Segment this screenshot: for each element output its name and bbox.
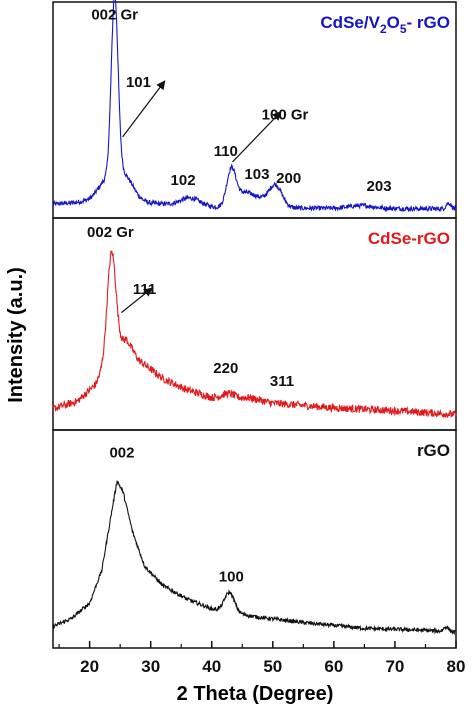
x-tick-label: 80 <box>447 657 466 676</box>
annotation-arrow <box>232 111 282 163</box>
peak-label: 100 <box>219 569 244 586</box>
peak-label: 102 <box>171 172 196 189</box>
panel-labels: CdSe/V2O5- rGO CdSe-rGO rGO <box>320 13 450 460</box>
annotation-arrow <box>121 287 153 314</box>
peak-label: 103 <box>244 166 269 183</box>
annotation-arrow <box>122 80 166 138</box>
x-tick-label: 20 <box>80 657 99 676</box>
panel-label-1: CdSe-rGO <box>368 229 450 248</box>
panel-label-0: CdSe/V2O5- rGO <box>320 13 450 36</box>
series-trace-0 <box>52 0 457 213</box>
x-axis-label: 2 Theta (Degree) <box>177 683 334 705</box>
panel-frame-0 <box>52 1 457 219</box>
peak-label: 101 <box>126 74 151 91</box>
xrd-traces <box>52 0 457 636</box>
x-tick-label: 30 <box>141 657 160 676</box>
peak-label: 110 <box>214 143 238 160</box>
panel-frame-2 <box>52 429 457 649</box>
peak-label: 100 Gr <box>262 107 309 124</box>
peak-annotations: 002 Gr 101 102 110 103 100 Gr 200 203 002 Gr 111 2… <box>87 7 392 586</box>
series-trace-1 <box>52 250 457 419</box>
y-axis-label: Intensity (a.u.) <box>5 267 27 403</box>
peak-label: 220 <box>213 360 238 377</box>
x-tick-label: 60 <box>324 657 343 676</box>
x-axis: 20 30 40 50 60 70 80 <box>58 641 466 676</box>
peak-label: 002 <box>109 444 134 461</box>
peak-label: 002 Gr <box>87 224 134 241</box>
panel-frames <box>52 1 457 649</box>
x-tick-label: 50 <box>263 657 282 676</box>
peak-label: 200 <box>276 170 301 187</box>
x-tick-label: 70 <box>385 657 404 676</box>
x-tick-label: 40 <box>202 657 221 676</box>
peak-label: 111 <box>133 281 156 298</box>
panel-label-2: rGO <box>417 441 450 460</box>
series-trace-2 <box>52 480 457 636</box>
peak-label: 002 Gr <box>91 7 138 24</box>
peak-label: 311 <box>270 373 294 390</box>
peak-label: 203 <box>367 178 392 195</box>
